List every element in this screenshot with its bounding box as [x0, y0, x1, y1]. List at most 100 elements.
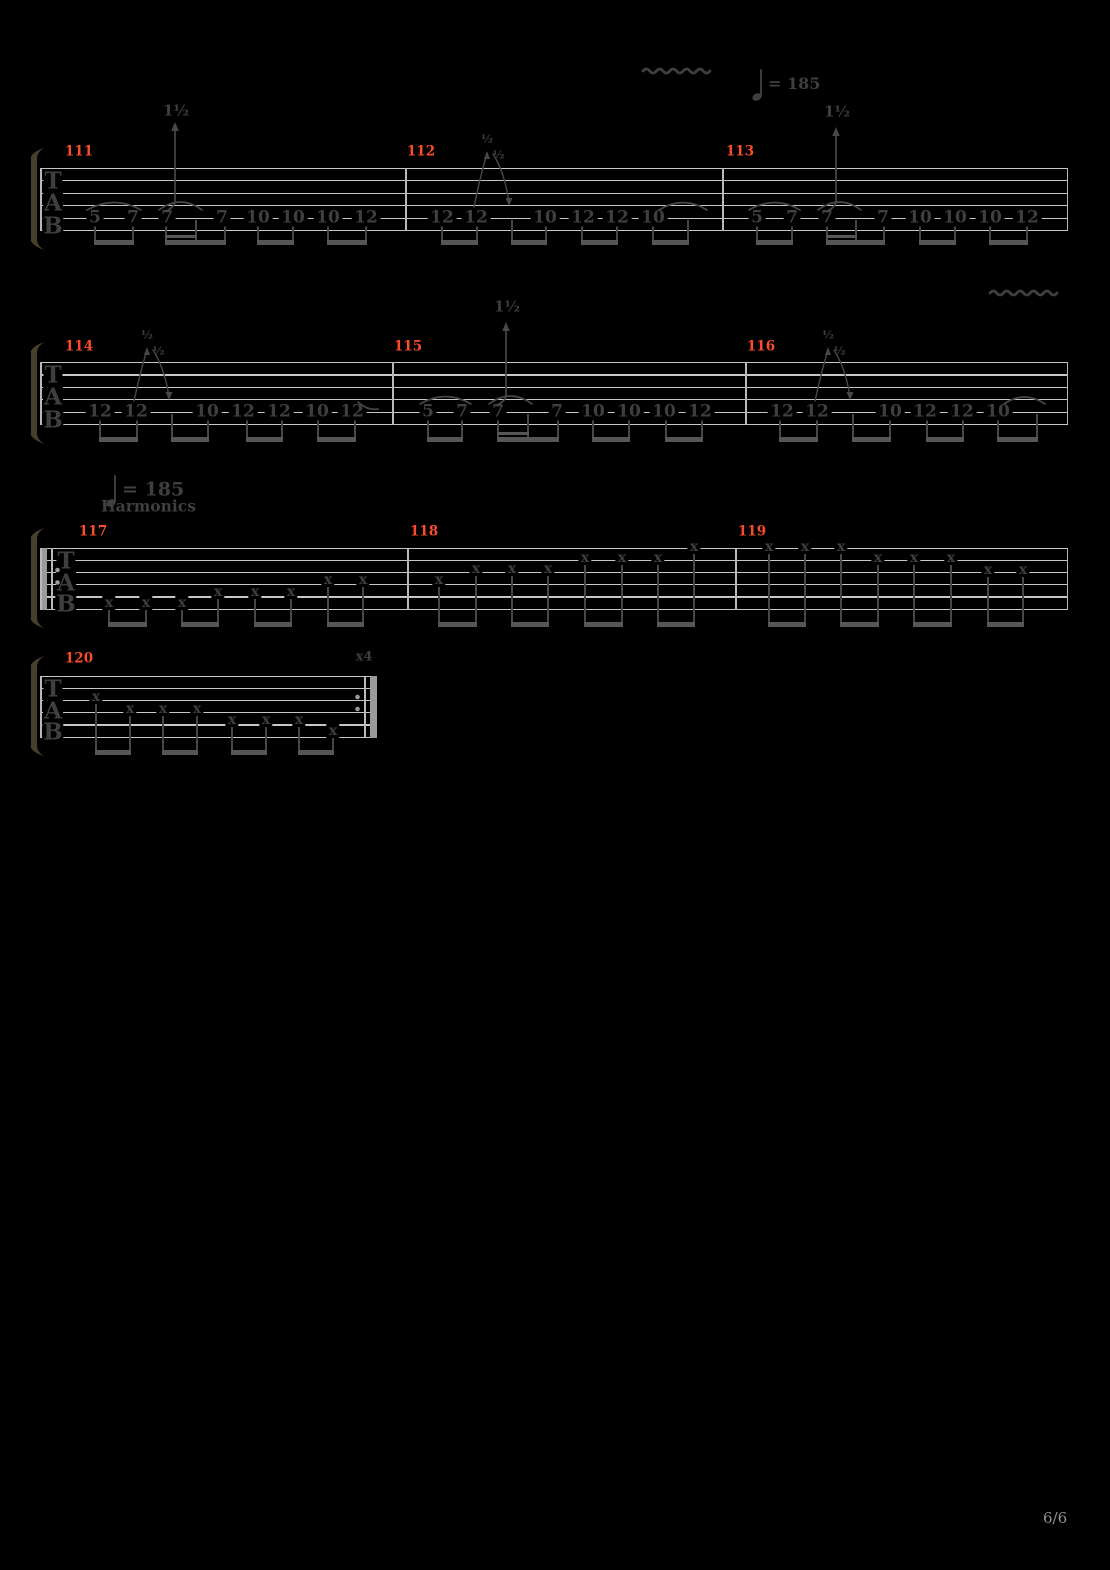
- note-stem: [441, 223, 443, 244]
- tab-note: 7: [213, 209, 231, 226]
- note-stem: [254, 597, 256, 626]
- measure-number: 117: [78, 523, 108, 540]
- note-beam: [99, 437, 138, 442]
- tab-note: 10: [313, 209, 343, 226]
- staff-line: [40, 712, 377, 714]
- note-stem: [129, 715, 131, 754]
- staff-line: [40, 167, 1068, 169]
- note-beam: [257, 240, 294, 245]
- note-beam: [511, 622, 549, 627]
- tab-note: x: [907, 550, 921, 565]
- note-beam: [840, 622, 879, 627]
- tab-note: 12: [461, 209, 491, 226]
- note-beam: [652, 240, 689, 245]
- staff-line: [40, 192, 1068, 194]
- measure-number: 113: [725, 143, 755, 160]
- note-stem: [687, 219, 689, 244]
- note-stem: [94, 223, 96, 244]
- note-stem: [621, 563, 623, 626]
- note-stem: [231, 726, 233, 754]
- note-beam: [298, 750, 334, 755]
- tab-note: 10: [278, 209, 308, 226]
- note-beam: [231, 750, 267, 755]
- note-stem: [581, 223, 583, 244]
- measure-number: 118: [409, 523, 439, 540]
- tab-note: x: [541, 561, 555, 576]
- note-beam: [171, 437, 209, 442]
- note-stem: [354, 417, 356, 441]
- note-stem: [332, 737, 334, 754]
- tab-note: 7: [124, 209, 142, 226]
- tab-clef-letter: T: [56, 547, 76, 575]
- staff-line: [40, 230, 1068, 232]
- note-stem: [265, 726, 267, 754]
- note-stem: [246, 417, 248, 441]
- note-stem: [132, 223, 134, 244]
- tab-note: 12: [1012, 209, 1042, 226]
- note-stem: [665, 417, 667, 441]
- note-stem: [877, 563, 879, 626]
- tab-note: x: [156, 702, 170, 716]
- note-stem: [95, 703, 97, 754]
- tab-note: x: [259, 713, 273, 727]
- staff-line: [40, 548, 1068, 550]
- note-stem: [592, 417, 594, 441]
- note-stem: [195, 219, 197, 244]
- tab-clef-letter: B: [55, 590, 77, 618]
- tab-clef-letter: B: [42, 718, 64, 746]
- note-stem: [327, 586, 329, 626]
- note-stem: [826, 223, 828, 244]
- measure-number: 120: [64, 650, 94, 667]
- note-stem: [791, 223, 793, 244]
- note-stem: [628, 417, 630, 441]
- tab-note: 12: [947, 403, 977, 420]
- tab-note: 12: [802, 403, 832, 420]
- note-stem: [224, 223, 226, 244]
- tab-note: 10: [638, 209, 668, 226]
- tab-note: 7: [874, 209, 892, 226]
- note-stem: [779, 417, 781, 441]
- note-beam: [327, 622, 364, 627]
- tab-clef-letter: B: [42, 212, 64, 239]
- tab-note: 10: [975, 209, 1005, 226]
- bend-amount: 1½: [162, 101, 190, 120]
- note-beam: [665, 437, 703, 442]
- tab-note: x: [211, 584, 225, 599]
- note-stem: [919, 223, 921, 244]
- tab-clef-letter: A: [43, 697, 63, 725]
- tab-clef-letter: T: [43, 675, 63, 703]
- tab-note: 7: [453, 403, 471, 420]
- note-stem: [693, 552, 695, 626]
- tab-note: 12: [602, 209, 632, 226]
- note-beam: [165, 240, 226, 245]
- tab-note: x: [615, 550, 629, 565]
- note-stem: [889, 417, 891, 441]
- note-stem: [855, 219, 857, 244]
- note-beam: [926, 437, 964, 442]
- barline: [40, 676, 42, 738]
- note-stem: [557, 417, 559, 441]
- tab-note: 12: [264, 403, 294, 420]
- staff-line: [40, 180, 1068, 182]
- tab-note: x: [326, 724, 340, 738]
- staff-line: [40, 700, 377, 702]
- tab-note: 12: [228, 403, 258, 420]
- barline: [392, 362, 394, 426]
- note-stem: [497, 417, 499, 441]
- staff-line: [40, 584, 1068, 586]
- tab-note: 12: [910, 403, 940, 420]
- note-beam: [511, 240, 547, 245]
- note-stem: [954, 223, 956, 244]
- tab-note: x: [432, 573, 446, 587]
- staff-line: [40, 676, 377, 678]
- note-beam: [254, 622, 292, 627]
- tab-note: 12: [767, 403, 797, 420]
- tab-note: x: [762, 539, 776, 554]
- note-beam: [997, 437, 1038, 442]
- note-beam: [246, 437, 283, 442]
- note-beam-16th: [165, 234, 197, 238]
- note-stem: [181, 609, 183, 626]
- tab-note: x: [89, 690, 103, 704]
- tab-note: 12: [121, 403, 151, 420]
